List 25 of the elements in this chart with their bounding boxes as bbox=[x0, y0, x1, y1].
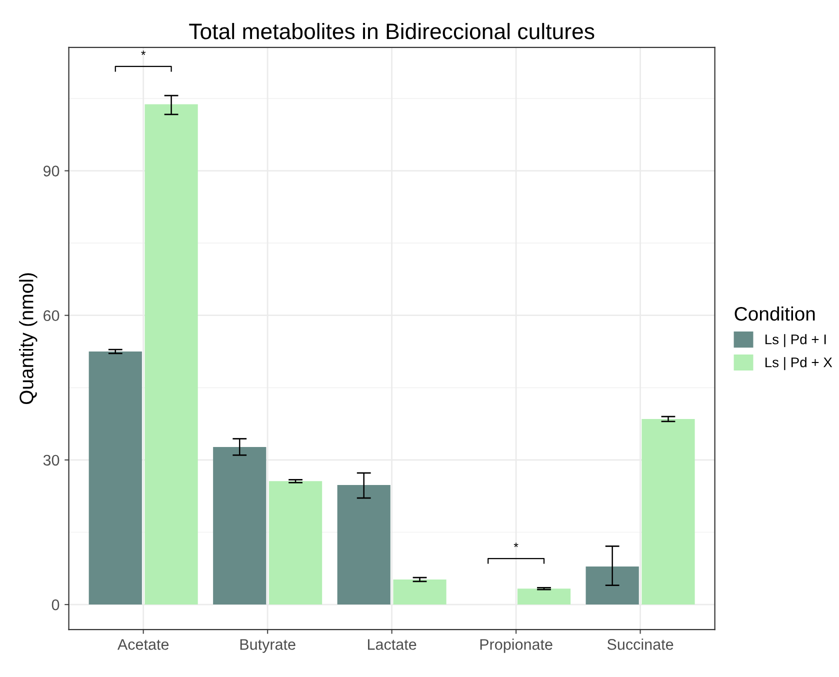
legend-label: Ls | Pd + I bbox=[765, 334, 826, 348]
x-tick-label: Butyrate bbox=[240, 639, 296, 653]
legend-title: Condition bbox=[734, 306, 815, 321]
bar bbox=[586, 566, 639, 605]
y-axis-title: Quantity (nmol) bbox=[19, 273, 38, 404]
y-tick-label: 30 bbox=[43, 454, 60, 466]
bar bbox=[144, 104, 198, 605]
x-tick-label: Lactate bbox=[368, 639, 416, 650]
x-tick-label: Propionate bbox=[480, 638, 552, 653]
bar bbox=[517, 588, 571, 605]
annotation: * bbox=[514, 542, 518, 548]
bar bbox=[642, 418, 695, 605]
bar bbox=[213, 446, 266, 605]
bar bbox=[268, 481, 322, 605]
chart-title: Total metabolites in Bidireccional cultures bbox=[189, 22, 594, 40]
y-tick-label: 60 bbox=[44, 310, 60, 322]
bar bbox=[88, 352, 142, 605]
bar bbox=[337, 485, 390, 605]
y-tick-label: 0 bbox=[52, 599, 60, 610]
annotation: * bbox=[141, 50, 146, 56]
y-tick-label: 90 bbox=[43, 166, 60, 176]
legend-label: Ls | Pd + X bbox=[765, 357, 832, 370]
x-tick-label: Acetate bbox=[117, 639, 169, 650]
bar bbox=[393, 579, 446, 605]
x-tick-label: Succinate bbox=[607, 638, 674, 650]
